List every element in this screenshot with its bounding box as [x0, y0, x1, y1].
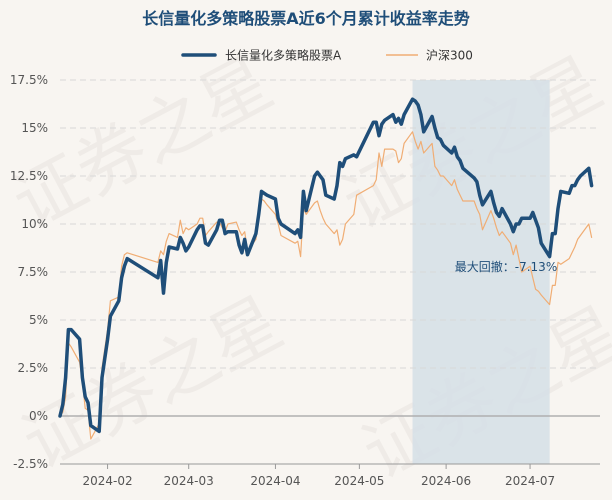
watermark-text: 证券之星 — [9, 281, 295, 485]
chart-title: 长信量化多策略股票A近6个月累计收益率走势 — [142, 9, 470, 28]
y-tick-label: -2.5% — [13, 457, 48, 471]
series-line — [59, 131, 593, 440]
x-tick-label: 2024-02 — [82, 474, 132, 488]
legend: 长信量化多策略股票A 沪深300 — [181, 48, 473, 63]
y-tick-label: 10% — [21, 217, 48, 231]
x-tick-label: 2024-06 — [421, 474, 471, 488]
x-tick-label: 2024-03 — [164, 474, 214, 488]
legend-label: 长信量化多策略股票A — [225, 48, 342, 63]
x-tick-label: 2024-05 — [334, 474, 384, 488]
series-lines — [58, 97, 594, 440]
series-line — [58, 97, 594, 434]
y-tick-label: 0% — [29, 409, 48, 423]
legend-label: 沪深300 — [426, 49, 473, 63]
watermark-text: 证券之星 — [0, 41, 285, 245]
max-drawdown-label: 最大回撤：-7.13% — [455, 259, 557, 274]
y-tick-label: 17.5% — [10, 73, 48, 87]
x-tick-label: 2024-07 — [505, 474, 555, 488]
y-tick-label: 12.5% — [10, 169, 48, 183]
y-tick-label: 15% — [21, 121, 48, 135]
x-axis-ticks: 2024-02 2024-03 2024-04 2024-05 2024-06 2024-… — [82, 464, 555, 488]
y-axis-ticks: -2.5% 0% 2.5% 5% 7.5% 10% 12.5% 15% 17.5% — [10, 73, 48, 471]
x-tick-label: 2024-04 — [250, 474, 300, 488]
y-tick-label: 2.5% — [18, 361, 49, 375]
y-tick-label: 7.5% — [18, 265, 49, 279]
y-tick-label: 5% — [29, 313, 48, 327]
grid-lines — [60, 79, 600, 369]
